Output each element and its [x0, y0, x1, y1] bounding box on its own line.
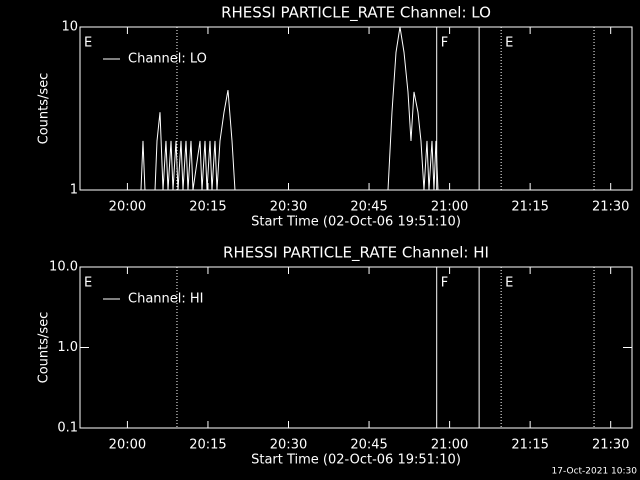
- data-line: [80, 26, 443, 191]
- x-tick-label: 21:00: [431, 200, 468, 215]
- legend-label: Channel: HI: [128, 292, 204, 307]
- chart-title: RHESSI PARTICLE_RATE Channel: HI: [223, 244, 489, 263]
- x-tick-label: 21:00: [431, 438, 468, 453]
- y-tick-label: 10: [61, 20, 78, 35]
- marker-flag: E: [84, 36, 92, 51]
- y-tick-label: 10.0: [49, 260, 78, 275]
- x-tick-label: 21:15: [511, 438, 548, 453]
- x-tick-label: 20:30: [270, 200, 307, 215]
- x-tick-label: 20:00: [109, 200, 146, 215]
- x-tick-label: 20:45: [350, 200, 387, 215]
- marker-flag: F: [441, 36, 448, 51]
- x-tick-label: 21:30: [592, 438, 629, 453]
- chart-title: RHESSI PARTICLE_RATE Channel: LO: [221, 4, 491, 23]
- x-axis-label: Start Time (02-Oct-06 19:51:10): [251, 453, 461, 468]
- legend-label: Channel: LO: [128, 52, 207, 67]
- marker-flag: E: [505, 36, 513, 51]
- x-tick-label: 20:15: [189, 200, 226, 215]
- marker-flag: E: [84, 276, 92, 291]
- y-tick-label: 0.1: [57, 421, 78, 436]
- x-tick-label: 20:45: [350, 438, 387, 453]
- marker-flag: E: [505, 276, 513, 291]
- x-tick-label: 20:15: [189, 438, 226, 453]
- x-tick-label: 21:30: [592, 200, 629, 215]
- x-tick-label: 21:15: [511, 200, 548, 215]
- y-axis-label: Counts/sec: [37, 312, 52, 384]
- footer: 17-Oct-2021 10:30: [552, 467, 638, 477]
- x-tick-label: 20:30: [270, 438, 307, 453]
- y-tick-label: 1.0: [57, 340, 78, 355]
- x-axis-label: Start Time (02-Oct-06 19:51:10): [251, 215, 461, 230]
- x-tick-label: 20:00: [109, 438, 146, 453]
- marker-flag: F: [441, 276, 448, 291]
- y-axis-label: Counts/sec: [37, 73, 52, 145]
- y-tick-label: 1: [70, 183, 78, 198]
